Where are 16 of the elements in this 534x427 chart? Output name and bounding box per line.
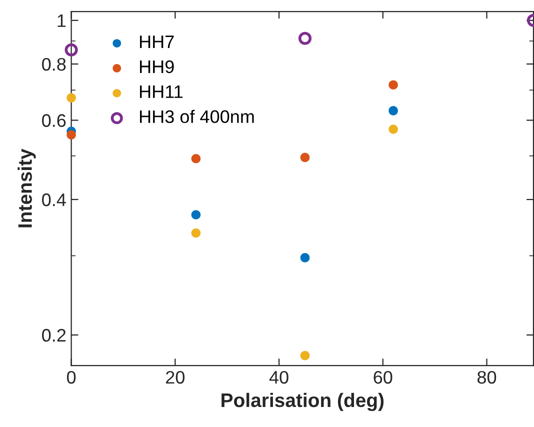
x-axis-title: Polarisation (deg)	[222, 392, 384, 412]
legend-label: HH9	[140, 60, 174, 74]
y-axis-title: Intensity	[18, 148, 36, 228]
x-tick-label: 80	[478, 370, 496, 384]
y-tick-label: 0.6	[42, 114, 66, 127]
y-tick-label: 0.4	[42, 193, 66, 206]
legend-label: HH11	[140, 86, 182, 98]
legend-label: HH7	[140, 36, 174, 48]
y-tick-label: 1	[58, 14, 66, 27]
x-tick-label: 20	[166, 370, 184, 384]
x-tick-label: 40	[269, 370, 288, 384]
x-tick-label: 0	[66, 370, 76, 384]
y-tick-label: 0.2	[42, 328, 66, 342]
legend-label: HH3 of 400nm	[140, 110, 254, 124]
y-tick-label: 0.8	[42, 58, 66, 71]
x-tick-label: 60	[374, 370, 392, 384]
